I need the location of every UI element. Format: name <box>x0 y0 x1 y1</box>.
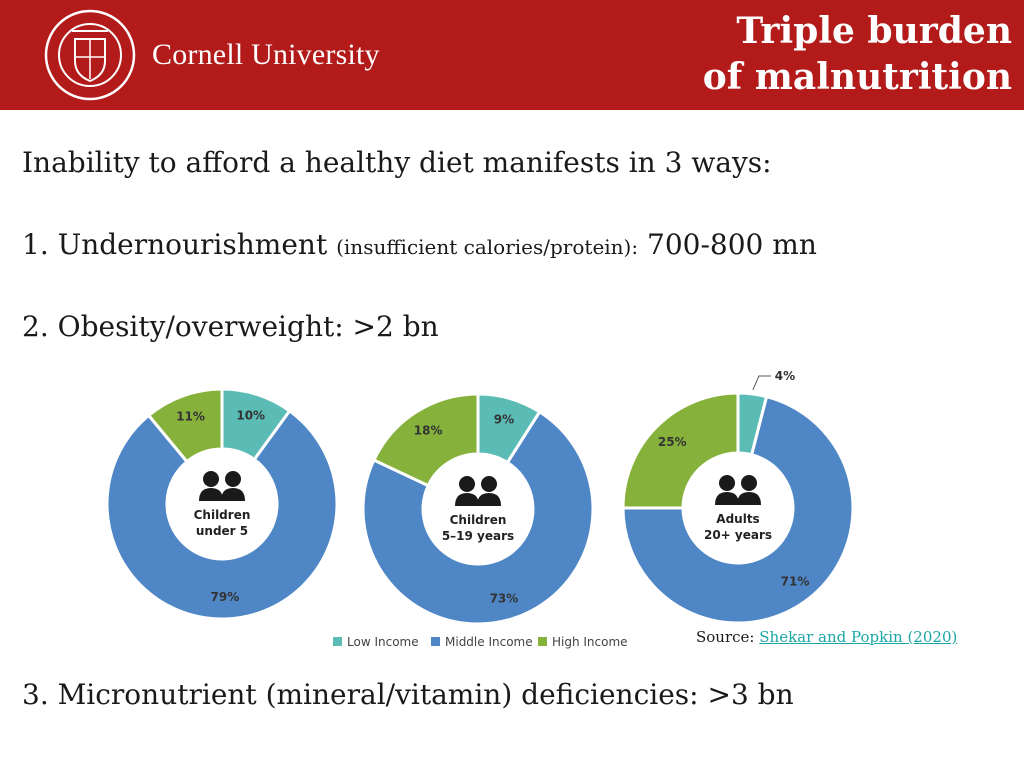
legend-swatch <box>431 637 440 646</box>
data-label: 71% <box>781 574 810 588</box>
people-icon <box>715 475 761 505</box>
donut-hole <box>425 456 531 562</box>
donut-slice-high-income <box>146 387 224 464</box>
point-1-paren: (insufficient calories/protein): <box>336 235 639 259</box>
donut-charts: 10% 79% 11% Children under 5 9% 73% 18% Children… <box>105 369 855 649</box>
page-title: Triple burden of malnutrition <box>703 8 1012 100</box>
header-bar: Cornell University Triple burden of maln… <box>0 0 1024 110</box>
data-label: 18% <box>414 423 443 437</box>
point-1-main: 1. Undernourishment <box>22 228 328 261</box>
source-citation: Source: Shekar and Popkin (2020) <box>696 628 957 646</box>
donut-slice-high-income <box>621 391 740 510</box>
donut-chart-3: 4% 71% 25% Adults 20+ years <box>621 369 855 625</box>
center-label: 20+ years <box>704 528 772 542</box>
center-label: Adults <box>716 512 759 526</box>
donut-hole <box>169 451 275 557</box>
data-label: 11% <box>176 409 205 423</box>
legend-label: Low Income <box>347 635 419 649</box>
point-3: 3. Micronutrient (mineral/vitamin) defic… <box>22 678 794 711</box>
legend-swatch <box>538 637 547 646</box>
data-label: 25% <box>658 435 687 449</box>
people-icon <box>455 476 501 506</box>
donut-chart-2: 9% 73% 18% Children 5–19 years <box>361 392 595 626</box>
cornell-seal-icon <box>44 9 136 101</box>
data-label-leader <box>752 375 771 391</box>
donut-slice-high-income <box>371 392 480 488</box>
center-label: Children <box>194 508 251 522</box>
legend-label: Middle Income <box>445 635 533 649</box>
data-label: 4% <box>775 369 795 383</box>
donut-slice-middle-income <box>361 409 595 626</box>
center-label: under 5 <box>196 524 248 538</box>
intro-text: Inability to afford a healthy diet manif… <box>22 146 772 179</box>
source-link[interactable]: Shekar and Popkin (2020) <box>759 628 958 646</box>
brand-name: Cornell University <box>152 38 380 71</box>
point-1-value: 700-800 mn <box>647 228 817 261</box>
legend-swatch <box>333 637 342 646</box>
point-2: 2. Obesity/overweight: >2 bn <box>22 310 439 343</box>
donut-hole <box>685 455 791 561</box>
center-label: 5–19 years <box>442 529 514 543</box>
point-1: 1. Undernourishment (insufficient calori… <box>22 228 817 261</box>
center-label: Children <box>450 513 507 527</box>
donut-chart-1: 10% 79% 11% Children under 5 <box>105 387 339 621</box>
chart-legend: Low Income Middle Income High Income <box>333 635 628 649</box>
source-label: Source: <box>696 628 755 646</box>
donut-slice-middle-income <box>621 394 855 625</box>
title-line-2: of malnutrition <box>702 56 1012 98</box>
data-label: 9% <box>494 413 514 427</box>
title-line-1: Triple burden <box>736 10 1012 52</box>
data-label: 79% <box>211 590 240 604</box>
data-label: 73% <box>490 591 519 605</box>
legend-label: High Income <box>552 635 628 649</box>
people-icon <box>199 471 245 501</box>
data-label: 10% <box>236 409 265 423</box>
donut-slice-middle-income <box>105 408 339 621</box>
